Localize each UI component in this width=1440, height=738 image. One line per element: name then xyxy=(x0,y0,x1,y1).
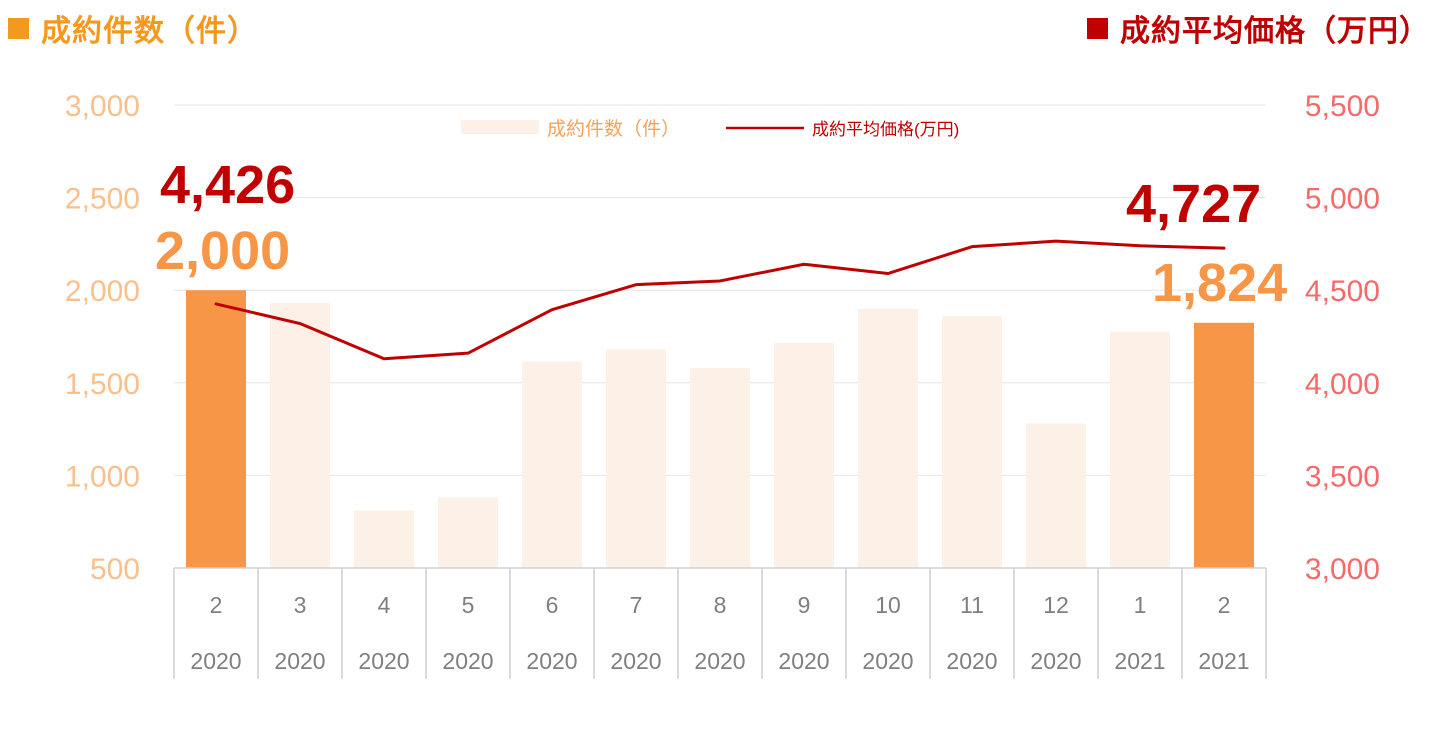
x-month-label: 8 xyxy=(714,592,727,618)
x-year-label: 2020 xyxy=(694,648,745,674)
legend-bar-label: 成約件数（件） xyxy=(547,118,680,140)
bar-2020-10-8 xyxy=(858,308,918,568)
x-year-label: 2021 xyxy=(1198,648,1249,674)
price-series-line xyxy=(214,239,1226,361)
x-year-label: 2020 xyxy=(778,648,829,674)
bar-2021-1-11 xyxy=(1110,331,1170,568)
x-year-label: 2020 xyxy=(946,648,997,674)
right-axis-tick-label: 4,500 xyxy=(1305,275,1380,308)
bar-2020-4-2 xyxy=(354,510,414,568)
x-year-label: 2020 xyxy=(610,648,661,674)
x-month-label: 3 xyxy=(294,592,307,618)
right-axis-tick-label: 5,500 xyxy=(1305,90,1380,123)
right-header-label: 成約平均価格（万円） xyxy=(1120,14,1430,49)
x-month-label: 5 xyxy=(462,592,475,618)
x-month-label: 12 xyxy=(1043,592,1069,618)
left-axis-tick-label: 2,500 xyxy=(65,183,140,216)
left-axis-tick-label: 1,000 xyxy=(65,460,140,493)
x-year-label: 2020 xyxy=(190,648,241,674)
x-year-label: 2020 xyxy=(442,648,493,674)
bar-2020-5-3 xyxy=(438,497,498,568)
x-month-label: 9 xyxy=(798,592,811,618)
left-axis-tick-label: 3,000 xyxy=(65,90,140,123)
last-price-annotation: 4,727 xyxy=(1126,174,1261,234)
bar-2020-12-10 xyxy=(1026,423,1086,568)
x-year-label: 2020 xyxy=(862,648,913,674)
left-axis-header: 成約件数（件） xyxy=(8,6,258,50)
first-price-annotation: 4,426 xyxy=(160,155,295,215)
right-axis-tick-label: 5,000 xyxy=(1305,183,1380,216)
x-year-label: 2020 xyxy=(1030,648,1081,674)
right-axis-tick-label: 3,000 xyxy=(1305,553,1380,586)
x-month-label: 1 xyxy=(1134,592,1147,618)
x-month-label: 4 xyxy=(378,592,391,618)
right-header-square-icon xyxy=(1087,17,1108,39)
bar-2020-6-4 xyxy=(522,361,582,568)
x-year-label: 2020 xyxy=(274,648,325,674)
x-month-label: 2 xyxy=(1218,592,1231,618)
x-year-label: 2020 xyxy=(526,648,577,674)
x-month-label: 10 xyxy=(875,592,901,618)
right-axis-tick-label: 4,000 xyxy=(1305,368,1380,401)
bar-2020-8-6 xyxy=(690,367,750,568)
bar-2020-9-7 xyxy=(774,342,834,568)
left-header-square-icon xyxy=(8,17,29,39)
first-count-annotation: 2,000 xyxy=(155,221,290,281)
x-year-label: 2021 xyxy=(1114,648,1165,674)
legend-line-label: 成約平均価格(万円) xyxy=(812,120,959,139)
left-header-label: 成約件数（件） xyxy=(41,14,258,49)
x-month-label: 11 xyxy=(960,592,984,618)
x-month-label: 2 xyxy=(210,592,223,618)
bar-2020-7-5 xyxy=(606,349,666,568)
left-axis-tick-label: 2,000 xyxy=(65,275,140,308)
bar-2020-3-1 xyxy=(270,303,330,568)
left-axis-tick-label: 1,500 xyxy=(65,368,140,401)
bar-2021-2-12 xyxy=(1194,322,1254,568)
left-axis-tick-label: 500 xyxy=(90,553,140,586)
x-year-label: 2020 xyxy=(358,648,409,674)
right-axis-tick-label: 3,500 xyxy=(1305,460,1380,493)
right-axis-header: 成約平均価格（万円） xyxy=(1087,6,1430,50)
bar-2020-2-0 xyxy=(186,290,246,568)
x-month-label: 7 xyxy=(630,592,643,618)
bar-2020-11-9 xyxy=(942,316,1002,568)
last-count-annotation: 1,824 xyxy=(1152,253,1287,313)
legend-bar-swatch xyxy=(461,120,539,134)
x-month-label: 6 xyxy=(546,592,559,618)
